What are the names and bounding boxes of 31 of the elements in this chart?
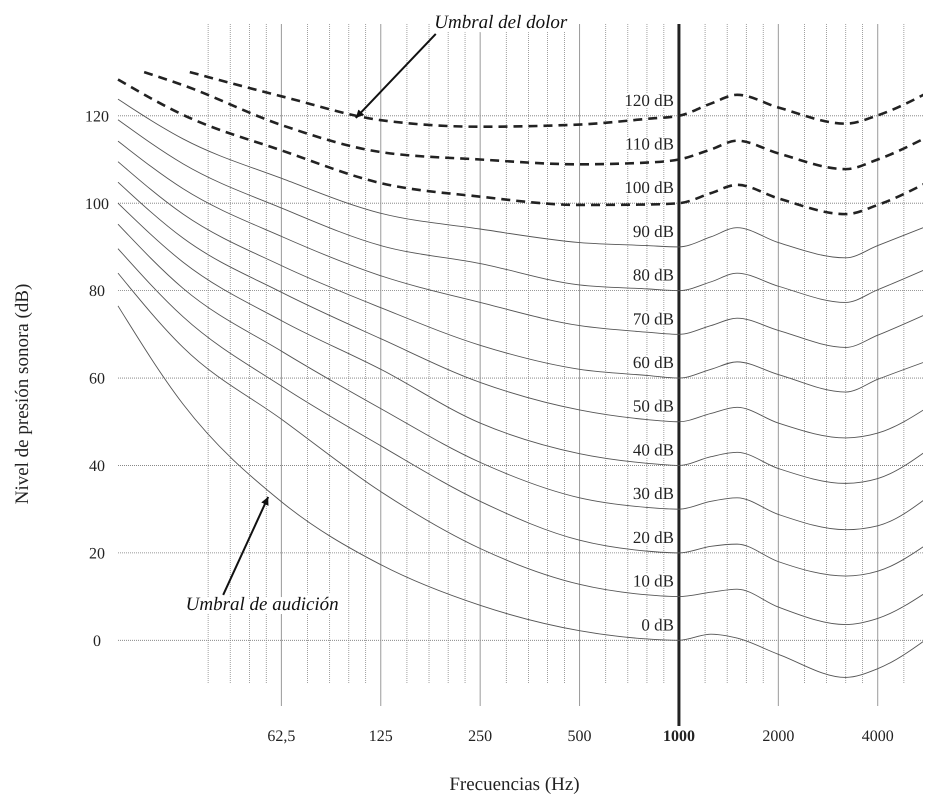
y-tick-label: 80 (89, 283, 105, 300)
series-label: 90 dB (632, 222, 674, 241)
x-tick-label: 4000 (862, 728, 894, 745)
series-label: 10 dB (632, 572, 674, 591)
y-tick-label: 20 (89, 545, 105, 562)
x-tick-label: 500 (568, 728, 592, 745)
series-label: 0 dB (641, 615, 674, 634)
y-tick-label: 40 (89, 458, 105, 476)
annotation: Umbral de audición (186, 594, 339, 615)
series-label: 110 dB (624, 134, 674, 154)
annotation: Umbral del dolor (434, 12, 568, 33)
series-label: 70 dB (632, 309, 674, 328)
y-tick-label: 100 (85, 196, 109, 213)
y-axis-title: Nivel de presión sonora (dB) (12, 284, 33, 504)
y-tick-label: 60 (89, 370, 105, 388)
series-label: 40 dB (632, 440, 674, 460)
series-label: 80 dB (632, 266, 674, 285)
series-label: 20 dB (632, 528, 674, 547)
y-tick-label: 120 (85, 108, 109, 126)
series-label: 50 dB (632, 396, 674, 416)
y-tick-label: 0 (93, 632, 101, 650)
x-tick-label: 1000 (662, 728, 695, 745)
x-tick-label: 62,5 (267, 728, 296, 745)
x-tick-label: 125 (368, 728, 393, 745)
x-axis-title: Frecuencias (Hz) (449, 774, 580, 795)
series-label: 100 dB (624, 178, 674, 198)
series-label: 60 dB (632, 353, 674, 372)
series-label: 30 dB (632, 484, 674, 504)
x-tick-label: 2000 (762, 728, 794, 745)
x-tick-label: 250 (468, 728, 492, 745)
series-label: 120 dB (624, 90, 674, 110)
